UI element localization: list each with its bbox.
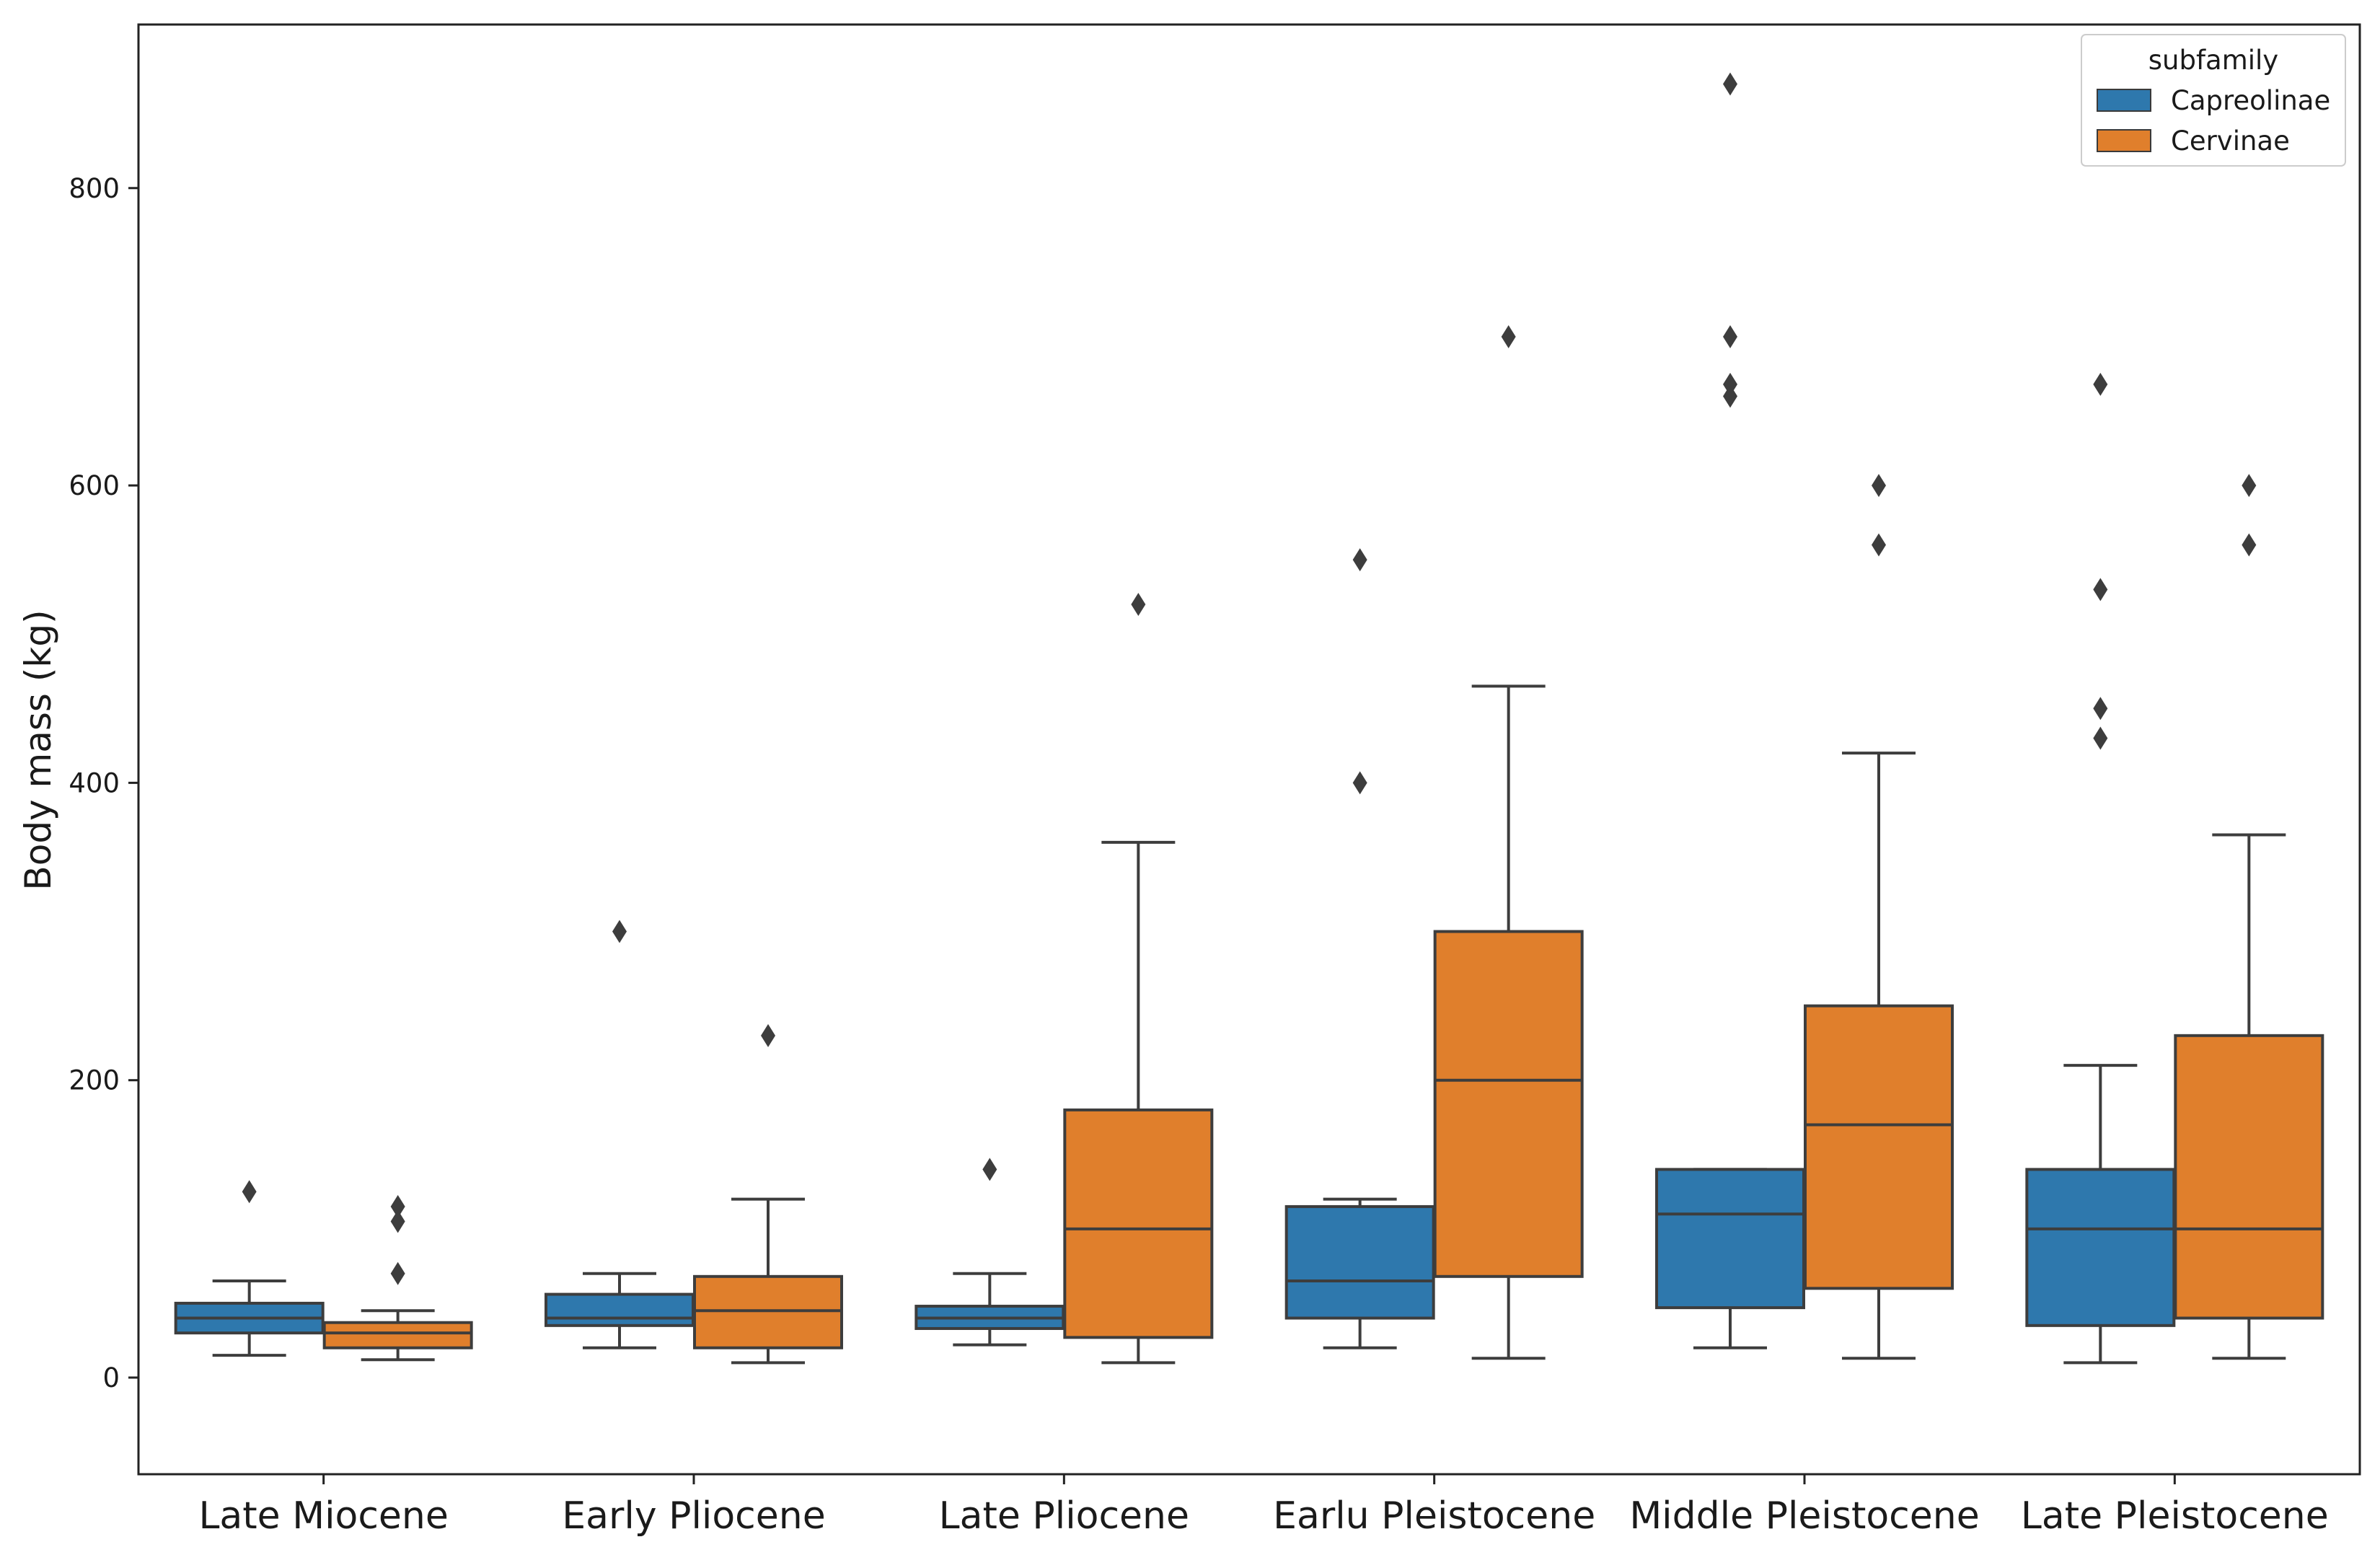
legend-swatch-capreolinae [2097,89,2151,112]
outlier-point [1352,548,1367,572]
box-cervinae-middle-pleistocene [1804,474,1954,1360]
legend-swatch-cervinae [2097,129,2151,152]
outlier-point [2093,726,2108,750]
y-tick-label: 600 [69,470,120,501]
y-tick-label: 0 [102,1362,120,1393]
box-iqr [1804,1004,1954,1290]
y-axis: 0 200 400 600 800 [69,173,138,1393]
box-cervinae-late-miocene [322,1194,473,1362]
y-tick-label: 200 [69,1065,120,1096]
outlier-point [1872,474,1886,498]
plot-area [174,72,2324,1365]
x-axis: Late Miocene Early Pliocene Late Pliocene E… [198,1474,2329,1538]
outlier-point [1723,384,1737,408]
box-cervinae-late-pleistocene [2174,474,2324,1360]
x-tick-label: Late Pleistocene [2021,1494,2329,1538]
outlier-point [1131,593,1146,616]
outlier-point [2242,474,2257,498]
y-tick-label: 400 [69,767,120,798]
outlier-point [242,1180,257,1204]
box-cervinae-earlu-pleistocene [1433,325,1584,1360]
outlier-point [390,1261,405,1285]
legend-title: subfamily [2148,45,2278,76]
x-tick-label: Earlu Pleistocene [1273,1494,1595,1538]
box-iqr [322,1321,473,1349]
outlier-point [1501,325,1516,348]
legend-label-capreolinae: Capreolinae [2171,85,2330,116]
legend-label-cervinae: Cervinae [2171,125,2290,157]
box-iqr [2174,1034,2324,1320]
outlier-point [1723,372,1737,396]
box-capreolinae-middle-pleistocene [1655,72,1805,1349]
box-capreolinae-late-pleistocene [2025,372,2176,1365]
legend: subfamily Capreolinae Cervinae [2081,34,2346,167]
plot-frame [137,23,2361,1476]
outlier-point [1723,325,1737,348]
box-iqr [1433,930,1584,1278]
box-cervinae-late-pliocene [1063,593,1214,1365]
outlier-point [2093,697,2108,721]
y-tick-label: 800 [69,173,120,204]
outlier-point [1352,771,1367,795]
x-tick-label: Late Miocene [198,1494,448,1538]
box-iqr [1063,1108,1214,1339]
outlier-point [761,1023,775,1047]
box-capreolinae-early-pliocene [545,920,695,1349]
box-capreolinae-late-miocene [174,1180,325,1357]
outlier-point [1872,533,1886,557]
box-cervinae-early-pliocene [693,1023,843,1365]
outlier-point [390,1194,405,1218]
box-iqr [1284,1204,1435,1320]
outlier-point [982,1158,997,1181]
box-iqr [2025,1168,2176,1327]
x-tick-label: Early Pliocene [562,1494,825,1538]
box-capreolinae-late-pliocene [914,1158,1065,1347]
box-iqr [1655,1168,1805,1310]
outlier-point [1723,72,1737,96]
y-axis-label: Body mass (kg) [17,609,59,890]
outlier-point [2242,533,2257,557]
outlier-point [612,920,627,943]
outlier-point [2093,578,2108,602]
box-iqr [545,1292,695,1327]
outlier-point [2093,372,2108,396]
outlier-point [390,1210,405,1233]
x-tick-label: Middle Pleistocene [1629,1494,1979,1538]
box-capreolinae-earlu-pleistocene [1284,548,1435,1349]
x-tick-label: Late Pliocene [939,1494,1189,1538]
box-iqr [693,1274,843,1349]
